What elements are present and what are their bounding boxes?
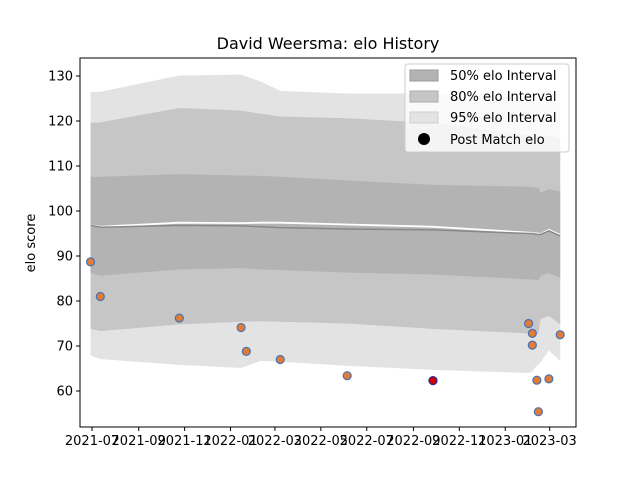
y-tick-label: 100 bbox=[48, 205, 73, 220]
x-tick-label: 2023-03 bbox=[522, 434, 576, 449]
post-match-point bbox=[527, 340, 537, 350]
x-tick-label: 2021-11 bbox=[157, 434, 211, 449]
legend-label-80: 80% elo Interval bbox=[450, 90, 557, 105]
post-match-point bbox=[85, 257, 96, 267]
post-match-point bbox=[174, 313, 184, 323]
legend-swatch-95 bbox=[409, 111, 439, 124]
x-tick-label: 2021-07 bbox=[65, 434, 119, 449]
post-match-point bbox=[532, 375, 542, 385]
legend: 50% elo Interval 80% elo Interval 95% el… bbox=[404, 63, 570, 153]
y-tick-label: 110 bbox=[48, 160, 73, 175]
post-match-point bbox=[275, 354, 285, 365]
post-match-point bbox=[523, 318, 534, 329]
plot-frame bbox=[79, 57, 577, 428]
y-axis-label: elo score bbox=[24, 214, 39, 273]
legend-label-50: 50% elo Interval bbox=[450, 69, 557, 84]
post-match-point bbox=[527, 328, 537, 338]
post-match-point bbox=[428, 376, 438, 386]
x-axis: 2021-072021-092021-112022-012022-032022-… bbox=[65, 427, 577, 449]
legend-label-point: Post Match elo bbox=[450, 133, 545, 148]
legend-marker-point bbox=[418, 133, 430, 145]
elo-lines bbox=[90, 221, 561, 237]
x-tick-label: 2022-07 bbox=[340, 434, 394, 449]
post-match-point bbox=[544, 374, 554, 384]
post-match-points bbox=[85, 257, 565, 417]
y-tick-label: 130 bbox=[48, 70, 73, 85]
x-tick-label: 2022-09 bbox=[386, 434, 440, 449]
mean-line bbox=[90, 224, 561, 237]
post-match-point bbox=[533, 407, 543, 417]
y-tick-label: 90 bbox=[56, 250, 73, 265]
y-axis: 60 70 80 90 100 110 120 130 bbox=[48, 70, 80, 400]
y-tick-label: 70 bbox=[56, 340, 73, 355]
y-tick-label: 60 bbox=[56, 385, 73, 400]
post-match-point bbox=[342, 371, 352, 381]
post-match-point bbox=[241, 346, 251, 356]
legend-label-95: 95% elo Interval bbox=[450, 111, 557, 126]
legend-swatch-50 bbox=[409, 69, 439, 82]
chart-title: David Weersma: elo History bbox=[217, 34, 440, 53]
x-tick-label: 2022-01 bbox=[203, 434, 257, 449]
x-tick-label: 2022-03 bbox=[248, 434, 302, 449]
x-tick-label: 2022-11 bbox=[432, 434, 486, 449]
y-tick-label: 80 bbox=[56, 295, 73, 310]
post-match-point bbox=[95, 291, 105, 302]
x-tick-label: 2022-05 bbox=[294, 434, 348, 449]
legend-frame bbox=[404, 63, 570, 153]
x-tick-label: 2021-09 bbox=[112, 434, 166, 449]
y-tick-label: 120 bbox=[48, 115, 73, 130]
x-tick-label: 2023-01 bbox=[478, 434, 532, 449]
band-50 bbox=[90, 174, 561, 281]
post-match-point bbox=[555, 330, 565, 340]
legend-swatch-80 bbox=[409, 90, 439, 103]
post-match-point bbox=[236, 322, 246, 333]
